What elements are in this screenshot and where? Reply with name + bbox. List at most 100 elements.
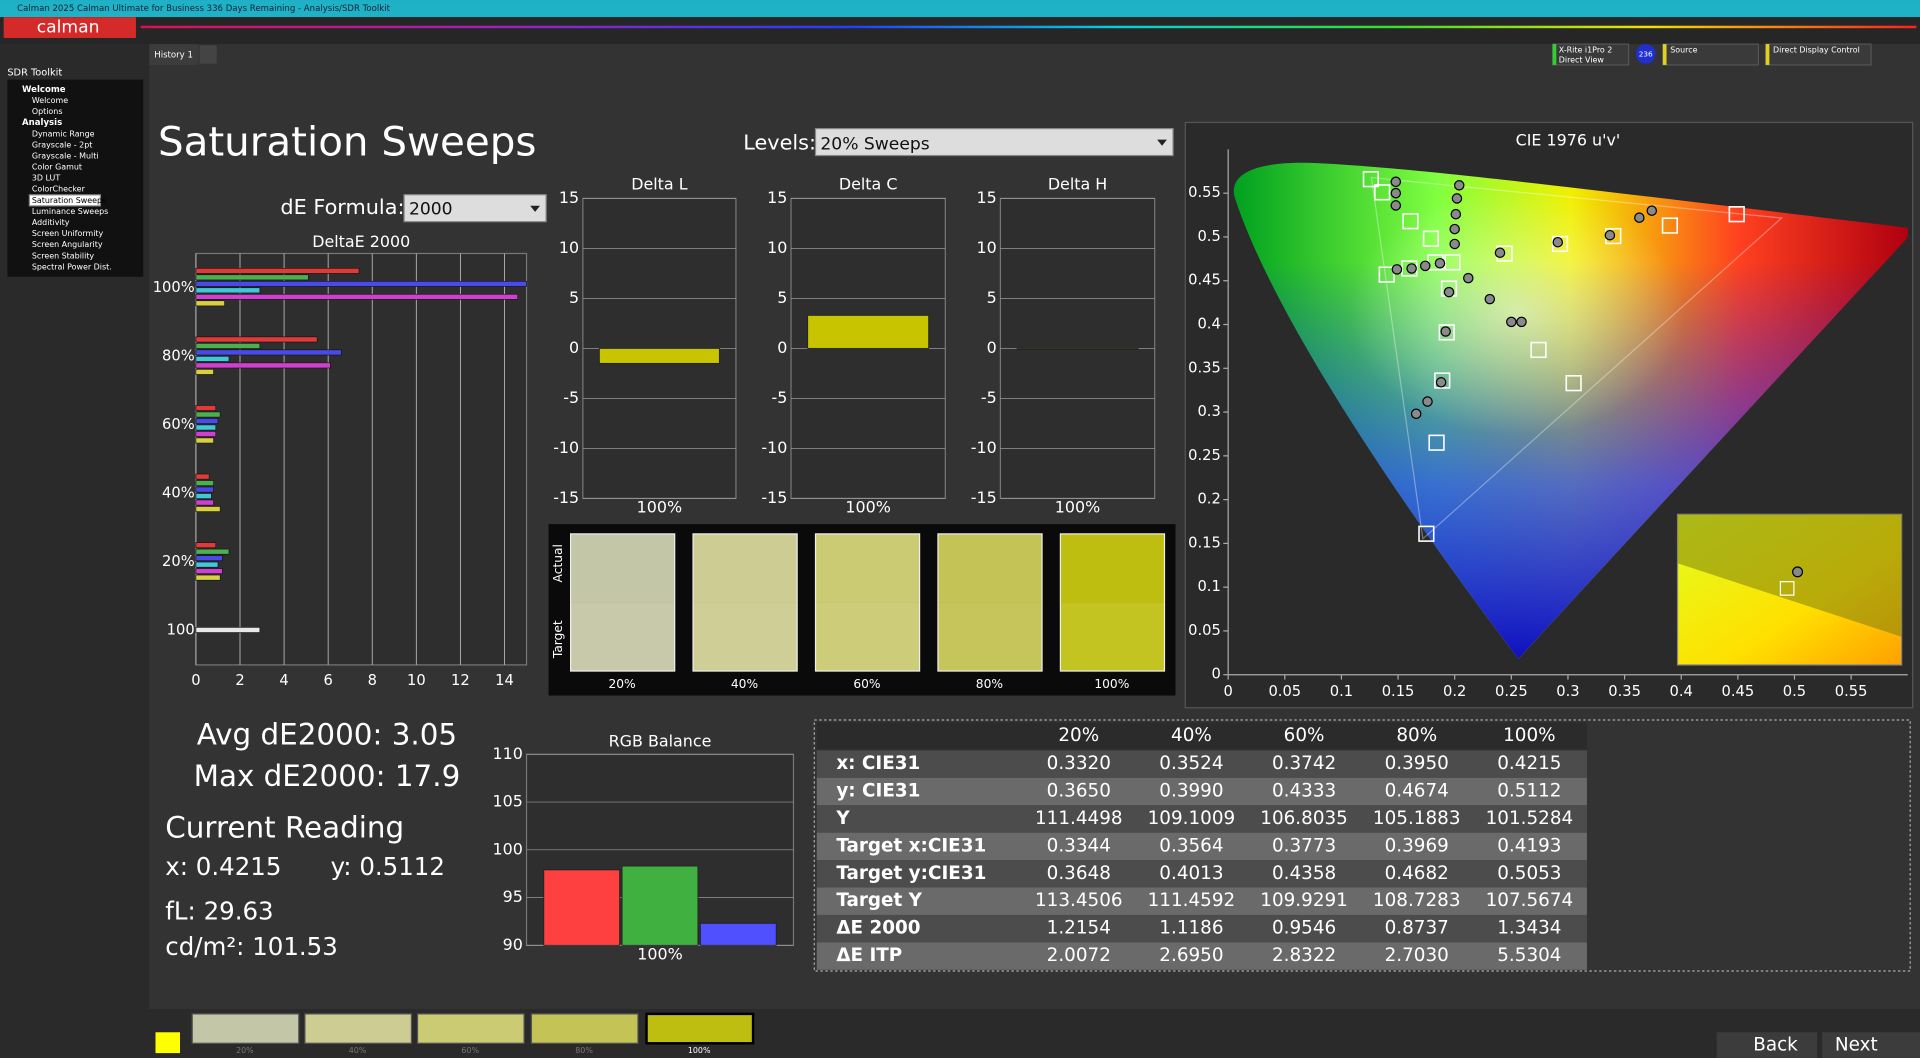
tab[interactable] bbox=[149, 44, 199, 65]
x-tick-label: 0.05 bbox=[1268, 683, 1301, 700]
table-row bbox=[816, 914, 1587, 943]
row-label: Actual bbox=[551, 544, 565, 582]
meter-status bbox=[1552, 44, 1557, 65]
measured-point bbox=[1449, 238, 1460, 250]
target-point bbox=[1418, 525, 1435, 542]
swatch-border bbox=[692, 533, 798, 672]
swatch-label: 40% bbox=[731, 677, 758, 691]
selected-item bbox=[28, 194, 102, 207]
x-tick-label: 100% bbox=[637, 498, 682, 517]
next-label: Next bbox=[1835, 1035, 1878, 1056]
cell: 0.3344 bbox=[1047, 835, 1111, 856]
cell: 0.3742 bbox=[1272, 753, 1336, 774]
cell: 0.9546 bbox=[1272, 918, 1336, 939]
bar bbox=[195, 349, 342, 356]
bar bbox=[195, 418, 219, 424]
x-tick-label: 10 bbox=[407, 672, 426, 689]
y-tick-label: 100 bbox=[167, 622, 195, 639]
measured-point bbox=[1440, 326, 1451, 337]
x-tick-label: 100% bbox=[637, 945, 682, 964]
x-tick-label: 100% bbox=[845, 498, 890, 517]
table-header bbox=[816, 722, 1587, 750]
cell: 1.2154 bbox=[1047, 918, 1111, 939]
x-tick-label: 0.55 bbox=[1835, 683, 1868, 700]
gamut-triangle bbox=[1370, 176, 1784, 541]
cell: 0.3320 bbox=[1047, 753, 1111, 774]
y-tick-label: 0.45 bbox=[1188, 272, 1221, 289]
x-tick-label: 8 bbox=[368, 672, 377, 689]
measured-point bbox=[1552, 236, 1564, 248]
tree-item: Welcome bbox=[32, 96, 68, 105]
cell: 0.3650 bbox=[1047, 781, 1111, 802]
x-tick-label: 4 bbox=[279, 672, 288, 689]
row-header: Target x:CIE31 bbox=[836, 835, 986, 856]
x-tick-label: 12 bbox=[451, 672, 470, 689]
actual-swatch bbox=[570, 533, 675, 603]
tree-item: Dynamic Range bbox=[32, 129, 95, 138]
logo: calman bbox=[37, 18, 100, 38]
meter-badge-bg bbox=[1635, 44, 1656, 64]
levels-dropdown[interactable] bbox=[814, 127, 1174, 157]
bar bbox=[195, 405, 217, 411]
cell: 0.3990 bbox=[1159, 781, 1223, 802]
sidebar-tree bbox=[7, 79, 144, 277]
avg-de: Avg dE2000: 3.05 bbox=[197, 717, 457, 751]
thumbnail[interactable] bbox=[645, 1012, 755, 1045]
y-tick-label: 5 bbox=[777, 288, 787, 307]
inset-actual bbox=[1792, 566, 1804, 578]
x-tick-label: 0.45 bbox=[1722, 683, 1755, 700]
reading-y: y: 0.5112 bbox=[331, 852, 445, 881]
target-point bbox=[1374, 184, 1391, 201]
bar bbox=[195, 280, 527, 287]
logo-button[interactable] bbox=[3, 17, 136, 38]
y-tick-label: -5 bbox=[771, 388, 787, 407]
row-header: ΔE 2000 bbox=[836, 918, 920, 939]
chart-title: Delta C bbox=[839, 174, 898, 193]
cell: 2.6950 bbox=[1159, 945, 1223, 966]
tree-item: Additivity bbox=[32, 218, 70, 227]
bar bbox=[1016, 347, 1139, 350]
chart-title: Delta L bbox=[631, 174, 687, 193]
thumbnail-label: 60% bbox=[461, 1046, 479, 1055]
display-label: Direct Display Control bbox=[1773, 46, 1860, 55]
window-title: Calman 2025 Calman Ultimate for Business… bbox=[17, 4, 390, 14]
bar bbox=[195, 274, 309, 281]
add-tab[interactable] bbox=[199, 45, 217, 64]
thumbnail-label: 20% bbox=[236, 1046, 254, 1055]
tree-section: Welcome bbox=[22, 85, 66, 95]
formula-dropdown[interactable] bbox=[403, 194, 547, 223]
cell: 107.5674 bbox=[1486, 890, 1574, 911]
back-label: Back bbox=[1753, 1035, 1798, 1056]
measured-point bbox=[1494, 247, 1506, 258]
thumbnail[interactable] bbox=[191, 1013, 300, 1044]
thumbnail-label: 40% bbox=[349, 1046, 367, 1055]
thumbnail[interactable] bbox=[304, 1013, 413, 1044]
title-bar bbox=[0, 0, 1920, 18]
bar bbox=[195, 568, 223, 574]
measured-point bbox=[1410, 408, 1422, 420]
cell: 0.3524 bbox=[1159, 753, 1223, 774]
x-tick-label: 0.35 bbox=[1608, 683, 1641, 700]
target-point bbox=[1378, 266, 1395, 283]
y-tick-label: 0.1 bbox=[1197, 578, 1220, 595]
measured-point bbox=[1506, 316, 1517, 328]
measured-point bbox=[1634, 212, 1645, 223]
x-tick-label: 0 bbox=[191, 672, 200, 689]
thumbnail[interactable] bbox=[530, 1013, 639, 1044]
tree-section: Analysis bbox=[22, 118, 62, 128]
swatch-border bbox=[937, 533, 1043, 672]
target-point bbox=[1362, 171, 1380, 188]
cell: 113.4506 bbox=[1035, 890, 1123, 911]
table-row bbox=[816, 777, 1587, 806]
next-button[interactable] bbox=[1822, 1032, 1920, 1058]
thumbnail[interactable] bbox=[416, 1013, 525, 1044]
bar bbox=[195, 424, 217, 431]
swatch-label: 100% bbox=[1094, 677, 1129, 691]
target-point bbox=[1728, 206, 1745, 223]
cell: 0.3564 bbox=[1159, 835, 1223, 856]
measured-point bbox=[1406, 263, 1417, 274]
back-button[interactable] bbox=[1716, 1032, 1818, 1058]
cell: 0.8737 bbox=[1385, 918, 1449, 939]
y-tick-label: 80% bbox=[162, 347, 195, 364]
measured-point bbox=[1390, 187, 1402, 199]
